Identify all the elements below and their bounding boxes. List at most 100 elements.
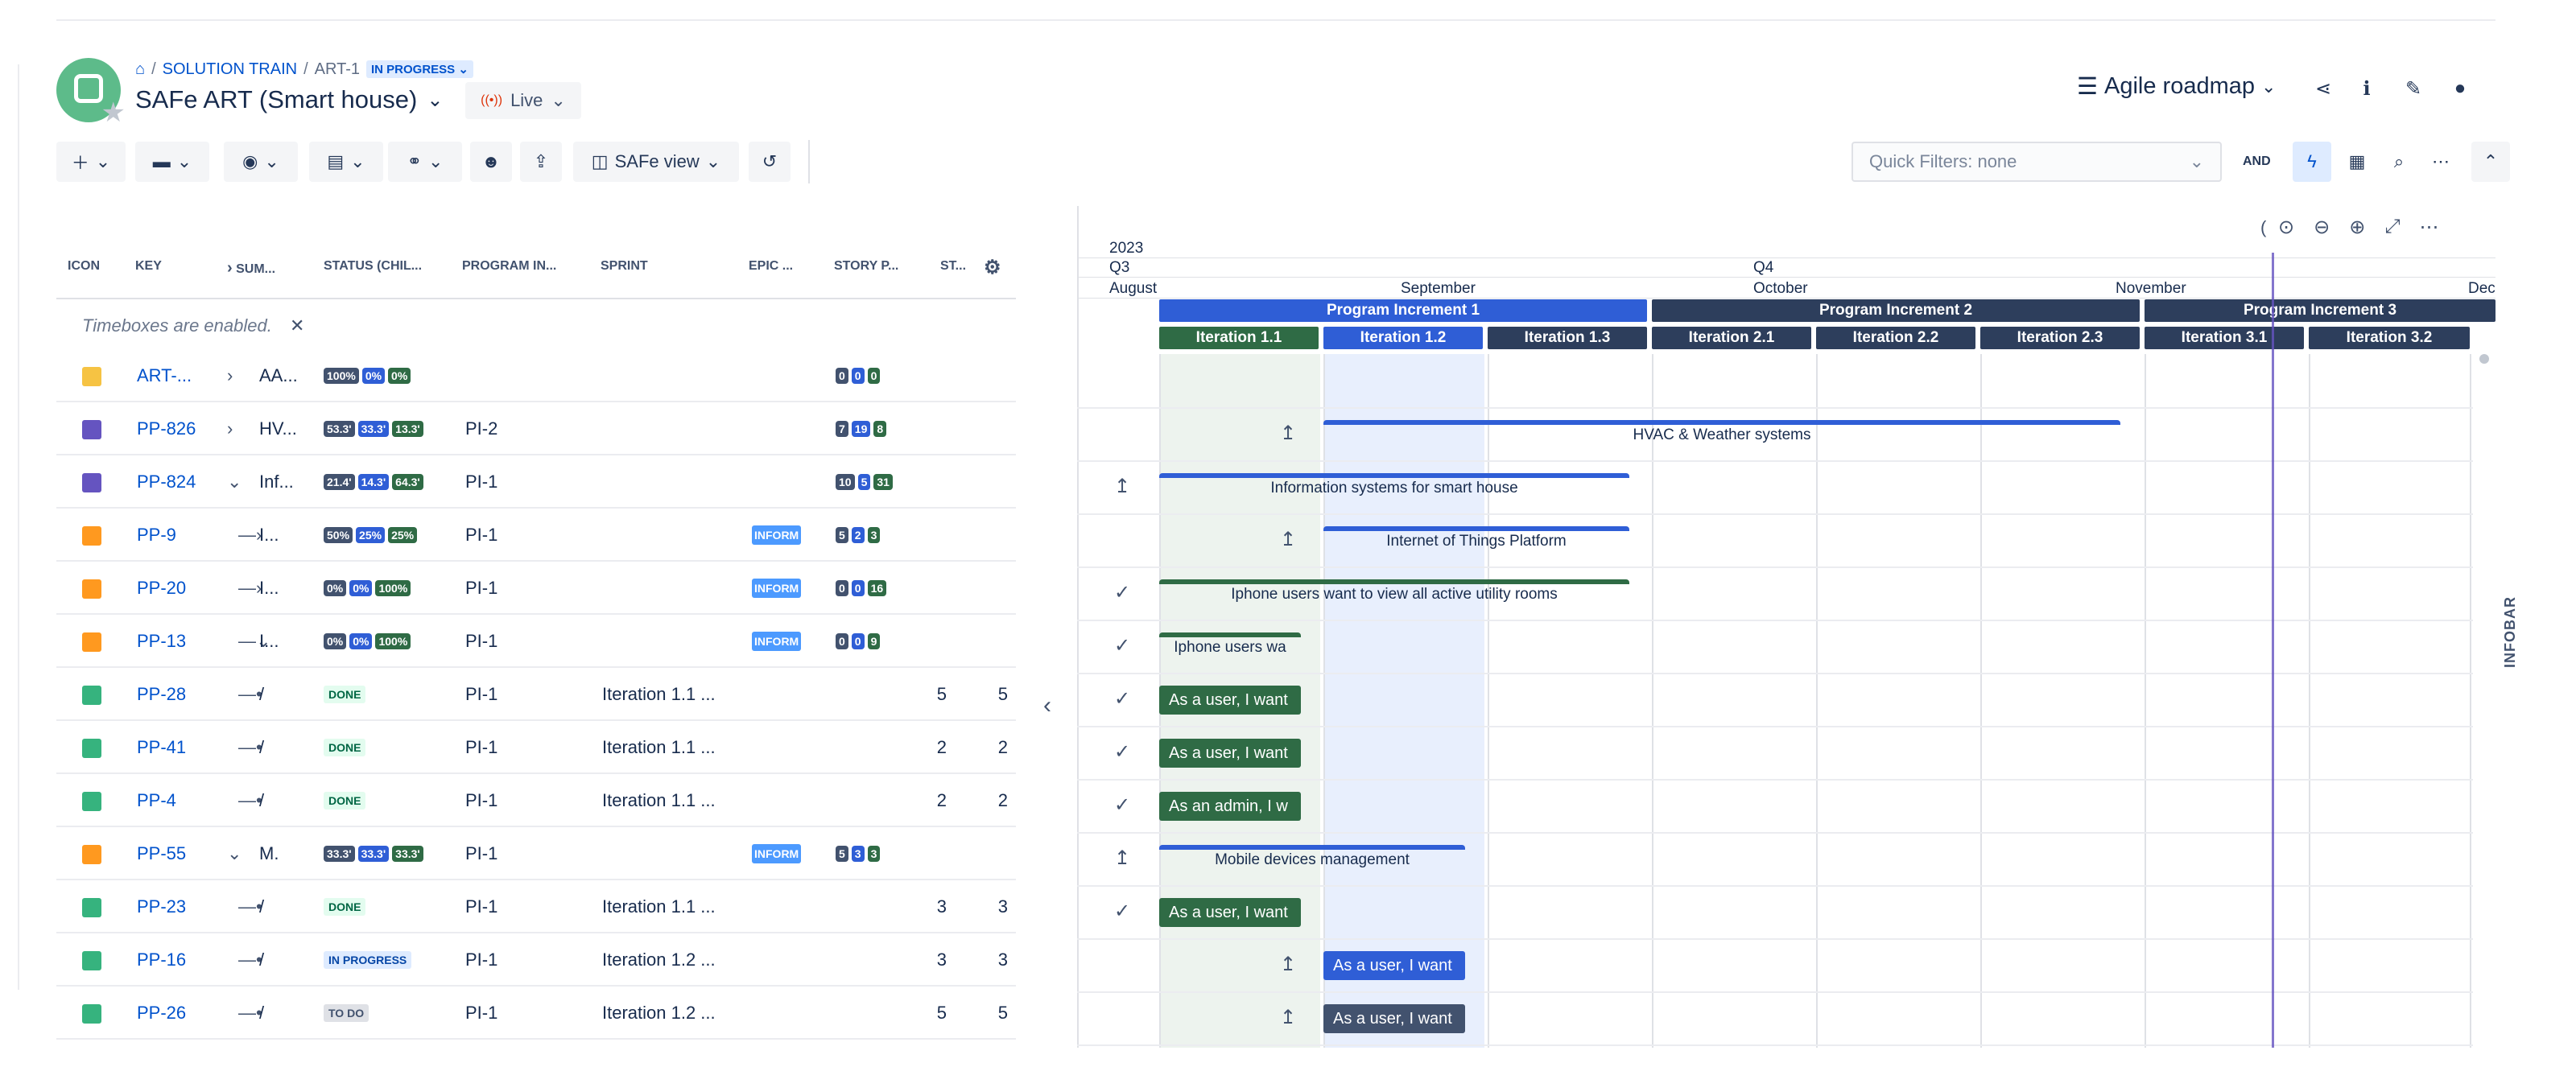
column-header-icon[interactable]: ICON	[68, 259, 100, 273]
upload-icon[interactable]: ↥	[1280, 1007, 1297, 1028]
summary-cell[interactable]: HV...	[259, 418, 297, 439]
infobar-tab[interactable]: INFOBAR	[2502, 596, 2518, 668]
program-increment-3[interactable]: Program Increment 3	[2145, 299, 2496, 322]
column-header-epic[interactable]: EPIC ...	[749, 259, 794, 273]
check-icon[interactable]: ✓	[1114, 582, 1131, 604]
and-toggle[interactable]: AND	[2243, 154, 2271, 168]
tree-toggle-icon[interactable]: —•	[238, 684, 262, 704]
link-button[interactable]: ⚭ ⌄	[388, 142, 462, 182]
timeline-epic-bar[interactable]: HVAC & Weather systems	[1323, 420, 2120, 446]
breadcrumb-art[interactable]: ART-1	[314, 60, 360, 78]
summary-cell[interactable]: I...	[259, 525, 279, 545]
table-row[interactable]: PP-41 —• / DONE PI-1 Iteration 1.1 ... 2 2	[56, 721, 1016, 774]
timeline-epic-bar[interactable]: Iphone users want to view all active uti…	[1159, 579, 1629, 605]
check-icon[interactable]: ✓	[1114, 688, 1131, 710]
view-options-button[interactable]: ◉ ⌄	[224, 142, 298, 182]
column-header-sprint[interactable]: SPRINT	[601, 259, 648, 273]
table-row[interactable]: PP-4 —• / DONE PI-1 Iteration 1.1 ... 2 2	[56, 774, 1016, 827]
column-header-status[interactable]: STATUS (CHIL...	[324, 259, 423, 273]
collapse-header-button[interactable]: ⌃	[2471, 142, 2510, 182]
agile-roadmap-dropdown[interactable]: ☰ Agile roadmap ⌄	[2077, 73, 2277, 100]
home-icon[interactable]: ⌂	[135, 60, 146, 78]
tree-toggle-icon[interactable]: —•	[238, 896, 262, 917]
table-row[interactable]: PP-23 —• / DONE PI-1 Iteration 1.1 ... 3 3	[56, 880, 1016, 933]
status-lozenge[interactable]: IN PROGRESS	[324, 951, 412, 969]
safe-view-dropdown[interactable]: ◫ SAFe view ⌄	[573, 142, 739, 182]
issue-key-link[interactable]: PP-28	[137, 684, 187, 704]
summary-cell[interactable]: I...	[259, 578, 279, 598]
info-icon[interactable]: ℹ	[2363, 77, 2371, 100]
iteration-header[interactable]: Iteration 2.3	[1980, 327, 2140, 349]
tree-toggle-icon[interactable]: —⌄	[238, 631, 271, 651]
summary-cell[interactable]: /	[259, 684, 265, 704]
timeline-story-chip[interactable]: As a user, I want	[1159, 686, 1301, 715]
calendar-button[interactable]: ▦	[2338, 142, 2376, 182]
iteration-header[interactable]: Iteration 3.2	[2309, 327, 2470, 349]
timeline-story-chip[interactable]: As a user, I want	[1323, 951, 1465, 980]
column-header-program-increment[interactable]: PROGRAM IN...	[462, 259, 557, 273]
summary-cell[interactable]: M.	[259, 843, 279, 863]
columns-button[interactable]: ▤ ⌄	[309, 142, 383, 182]
check-icon[interactable]: ✓	[1114, 794, 1131, 816]
timeline-story-chip[interactable]: As a user, I want	[1159, 898, 1301, 927]
program-increment-2[interactable]: Program Increment 2	[1652, 299, 2140, 322]
tree-toggle-icon[interactable]: —•	[238, 1003, 262, 1023]
check-icon[interactable]: ✓	[1114, 635, 1131, 657]
breadcrumb-solution-train[interactable]: SOLUTION TRAIN	[162, 60, 298, 78]
epic-badge[interactable]: INFORM	[752, 844, 802, 863]
status-lozenge[interactable]: DONE	[324, 739, 366, 756]
issue-key-link[interactable]: PP-9	[137, 525, 176, 545]
iteration-header[interactable]: Iteration 2.1	[1652, 327, 1811, 349]
iteration-header[interactable]: Iteration 1.1	[1159, 327, 1319, 349]
program-increment-1[interactable]: Program Increment 1	[1159, 299, 1647, 322]
table-row[interactable]: ART-... › AA... 100% 0% 0% 0 0 0	[56, 349, 1016, 402]
check-icon[interactable]: ✓	[1114, 900, 1131, 922]
summary-cell[interactable]: /	[259, 950, 265, 970]
issue-key-link[interactable]: PP-55	[137, 843, 187, 863]
issue-key-link[interactable]: ART-...	[137, 365, 192, 385]
status-badge[interactable]: IN PROGRESS ⌄	[365, 60, 473, 78]
table-row[interactable]: PP-28 —• / DONE PI-1 Iteration 1.1 ... 5 5	[56, 668, 1016, 721]
tree-toggle-icon[interactable]: —›	[238, 525, 262, 545]
column-header-story-points[interactable]: STORY P...	[834, 259, 899, 273]
status-lozenge[interactable]: DONE	[324, 898, 366, 916]
undo-button[interactable]: ↺	[749, 142, 791, 182]
iteration-header[interactable]: Iteration 1.3	[1488, 327, 1647, 349]
tree-toggle-icon[interactable]: ›	[227, 365, 233, 385]
scroll-indicator[interactable]	[2479, 354, 2489, 364]
live-button[interactable]: ((•)) Live ⌄	[465, 82, 581, 119]
expand-icon[interactable]: ⤢	[2384, 216, 2401, 237]
summary-cell[interactable]: Inf...	[259, 472, 294, 492]
issue-key-link[interactable]: PP-4	[137, 790, 176, 810]
status-lozenge[interactable]: DONE	[324, 686, 366, 703]
summary-cell[interactable]: /	[259, 1003, 265, 1023]
summary-cell[interactable]: AA...	[259, 365, 298, 385]
zoom-in-icon[interactable]: ⊕	[2349, 216, 2366, 238]
issue-key-link[interactable]: PP-20	[137, 578, 187, 598]
timeline-story-chip[interactable]: As an admin, I w	[1159, 792, 1301, 821]
upload-icon[interactable]: ↥	[1114, 847, 1131, 869]
upload-icon[interactable]: ↥	[1280, 954, 1297, 975]
export-button[interactable]: ⇪	[520, 142, 562, 182]
tree-toggle-icon[interactable]: ⌄	[227, 843, 242, 863]
add-button[interactable]: ＋ ⌄	[56, 142, 126, 182]
epic-badge[interactable]: INFORM	[752, 579, 802, 598]
zoom-out-icon[interactable]: ⊖	[2314, 216, 2330, 238]
tree-toggle-icon[interactable]: —•	[238, 737, 262, 757]
timeline-epic-bar[interactable]: Mobile devices management	[1159, 845, 1465, 871]
issue-key-link[interactable]: PP-41	[137, 737, 187, 757]
summary-cell[interactable]: /	[259, 737, 265, 757]
lightning-button[interactable]: ϟ	[2293, 142, 2331, 182]
wrench-icon[interactable]: ✎	[2405, 77, 2422, 100]
column-header-st[interactable]: ST...	[940, 259, 967, 273]
quick-filters-select[interactable]: Quick Filters: none ⌄	[1852, 142, 2222, 182]
page-title[interactable]: SAFe ART (Smart house) ⌄	[135, 85, 444, 113]
timeline-story-chip[interactable]: As a user, I want	[1323, 1004, 1465, 1033]
table-row[interactable]: PP-9 —› I... 50% 25% 25% PI-1 INFORM 5 2 3	[56, 509, 1016, 562]
issue-key-link[interactable]: PP-13	[137, 631, 187, 651]
tree-toggle-icon[interactable]: —•	[238, 950, 262, 970]
user-icon[interactable]: ●	[2454, 77, 2467, 99]
column-header-summary[interactable]: › SUM...	[227, 259, 276, 277]
upload-icon[interactable]: ↥	[1280, 422, 1297, 444]
epic-badge[interactable]: INFORM	[752, 632, 802, 651]
